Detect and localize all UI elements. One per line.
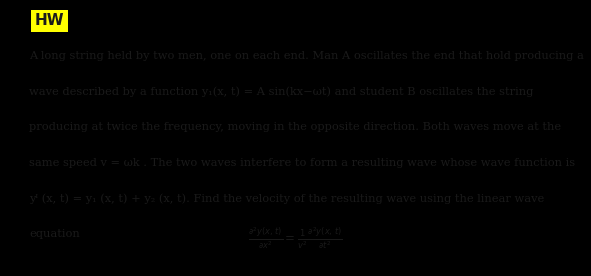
- Text: same speed v = ωk . The two waves interfere to form a resulting wave whose wave : same speed v = ωk . The two waves interf…: [29, 158, 575, 168]
- Text: $\frac{\partial^2 y(x,\, t)}{\partial x^2} = \frac{1}{v^2}\frac{\partial^2 y(x,\: $\frac{\partial^2 y(x,\, t)}{\partial x^…: [248, 225, 343, 251]
- Text: producing at twice the frequency, moving in the opposite direction. Both waves m: producing at twice the frequency, moving…: [29, 122, 561, 132]
- Text: yᴵ (x, t) = y₁ (x, t) + y₂ (x, t). Find the velocity of the resulting wave using: yᴵ (x, t) = y₁ (x, t) + y₂ (x, t). Find …: [29, 194, 544, 204]
- Text: equation: equation: [29, 229, 80, 239]
- Text: wave described by a function y₁(x, t) = A sin(kx−ωt) and student B oscillates th: wave described by a function y₁(x, t) = …: [29, 86, 534, 97]
- Text: A long string held by two men, one on each end. Man A oscillates the end that ho: A long string held by two men, one on ea…: [29, 51, 584, 60]
- Text: HW: HW: [34, 14, 64, 28]
